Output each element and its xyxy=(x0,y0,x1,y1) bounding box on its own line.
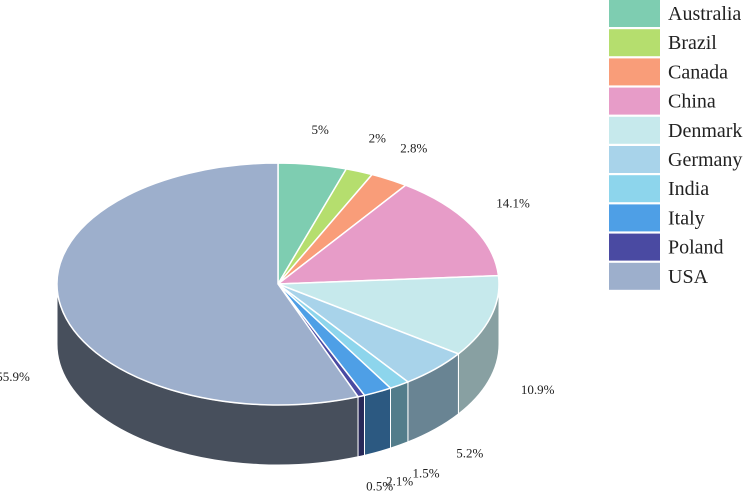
pie-label-denmark: 10.9% xyxy=(521,382,555,397)
pie-slice-denmark xyxy=(277,274,500,355)
pie-slice-china xyxy=(275,184,500,285)
legend-label-india: India xyxy=(668,178,709,200)
pie-label-india: 1.5% xyxy=(412,465,439,480)
pie-label-australia: 5% xyxy=(312,122,330,137)
legend-swatch-germany xyxy=(609,146,660,173)
legend-label-poland: Poland xyxy=(668,237,724,259)
pie-label-poland: 0.5% xyxy=(366,479,393,494)
legend-swatch-china xyxy=(609,87,660,115)
legend-swatch-brazil xyxy=(609,29,660,57)
legend-swatch-usa xyxy=(609,262,660,290)
legend-swatch-canada xyxy=(609,58,660,86)
pie-label-italy: 2.1% xyxy=(386,474,413,489)
pie-side-india xyxy=(389,381,409,449)
pie-label-canada: 2.8% xyxy=(400,140,427,155)
legend: Australia Brazil Canada China Denmark Germany… xyxy=(609,0,742,290)
legend-label-germany: Germany xyxy=(668,149,742,171)
legend-label-australia: Australia xyxy=(668,3,741,25)
pie-side-italy xyxy=(363,387,391,456)
pie-side-poland xyxy=(357,394,365,458)
legend-label-italy: Italy xyxy=(668,207,705,229)
legend-label-china: China xyxy=(668,91,716,113)
legend-swatch-australia xyxy=(609,0,660,27)
pie-slices xyxy=(56,162,500,406)
pie-sides xyxy=(56,283,500,466)
pie-label-brazil: 2% xyxy=(369,131,387,146)
pie-label-china: 14.1% xyxy=(496,196,530,211)
legend-label-canada: Canada xyxy=(668,61,728,83)
legend-swatch-india xyxy=(609,175,660,203)
pie-label-germany: 5.2% xyxy=(456,446,483,461)
legend-label-denmark: Denmark xyxy=(668,120,742,142)
legend-swatch-poland xyxy=(609,233,660,261)
legend-label-usa: USA xyxy=(668,266,709,288)
pie-labels: 5% 2% 2.8% 14.1% 10.9% 5.2% 1.5%2.1%0.5% 55.9% xyxy=(0,122,555,494)
legend-label-brazil: Brazil xyxy=(668,32,717,54)
legend-swatch-denmark xyxy=(609,116,660,144)
pie-slice-usa xyxy=(56,162,360,406)
legend-swatch-italy xyxy=(609,204,660,232)
pie-label-usa: 55.9% xyxy=(0,369,30,384)
